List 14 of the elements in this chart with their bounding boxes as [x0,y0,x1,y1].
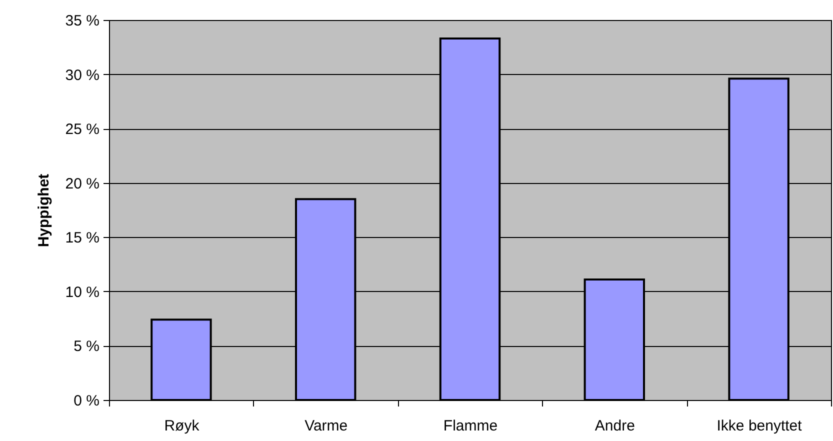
y-tick-label: 35 % [65,12,100,30]
y-tick-label: 5 % [74,338,100,356]
x-tick-label: Røyk [164,418,200,434]
y-tick-label: 10 % [65,284,100,301]
x-tick-label: Ikke benyttet [716,418,803,434]
y-tick-label: 20 % [65,175,100,192]
y-tick-label: 0 % [74,392,100,410]
y-tick-label: 30 % [65,66,100,84]
y-axis-title: Hyppighet [35,174,52,248]
x-tick-label: Varme [304,418,348,434]
y-tick-label: 25 % [65,121,100,138]
y-tick-label: 15 % [65,230,100,247]
x-tick-label: Flamme [443,418,498,434]
x-tick-label: Andre [594,418,635,434]
